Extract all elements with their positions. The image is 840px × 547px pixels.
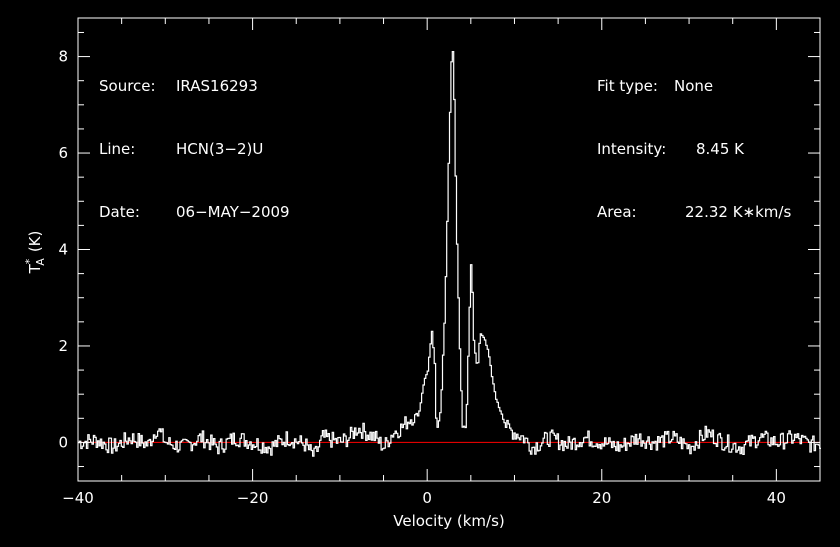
header-fit-value: None: [674, 77, 714, 95]
header-right-block: Fit type: None Intensity: 8.45 K Area: 22.3…: [597, 34, 791, 244]
spectrum-series-line: [78, 51, 821, 457]
header-fit-row: Fit type: None: [597, 76, 791, 97]
header-intensity-value: 8.45 K: [696, 140, 745, 158]
y-axis-title: T*A (K): [23, 231, 47, 275]
header-line-label: Line:: [99, 140, 136, 158]
plot-area: [78, 51, 821, 457]
header-source-value: IRAS16293: [176, 77, 258, 95]
svg-text:T*A(K): T*A (K): [23, 231, 47, 275]
x-tick-label: 40: [767, 489, 786, 507]
header-line-row: Line: HCN(3−2)U: [99, 139, 290, 160]
header-line-value: HCN(3−2)U: [176, 140, 264, 158]
header-date-value: 06−MAY−2009: [176, 203, 290, 221]
x-axis-title: Velocity (km/s): [393, 512, 504, 530]
header-intensity-row: Intensity: 8.45 K: [597, 139, 791, 160]
y-tick-label: 4: [58, 241, 68, 259]
axis-ticks: −40 −20 0 20 40 0 2 4 6 8: [58, 18, 820, 507]
header-area-row: Area: 22.32 K∗km/s: [597, 202, 791, 223]
y-tick-label: 6: [58, 144, 68, 162]
y-axis-title-sup: *: [23, 258, 36, 264]
y-axis-title-main: T: [26, 263, 44, 274]
y-axis-title-unit: (K): [26, 231, 44, 253]
header-source-row: Source: IRAS16293: [99, 76, 290, 97]
y-tick-label: 2: [58, 337, 68, 355]
x-tick-label: 0: [422, 489, 432, 507]
header-intensity-label: Intensity:: [597, 140, 667, 158]
header-area-label: Area:: [597, 203, 637, 221]
header-date-row: Date: 06−MAY−2009: [99, 202, 290, 223]
header-fit-label: Fit type:: [597, 77, 658, 95]
header-area-value: 22.32 K∗km/s: [685, 203, 792, 221]
header-date-label: Date:: [99, 203, 140, 221]
header-source-label: Source:: [99, 77, 156, 95]
y-axis-title-sub: A: [34, 258, 47, 266]
y-tick-label: 0: [58, 433, 68, 451]
x-tick-label: 20: [592, 489, 611, 507]
y-tick-label: 8: [58, 48, 68, 66]
x-tick-label: −40: [62, 489, 94, 507]
header-left-block: Source: IRAS16293 Line: HCN(3−2)U Date: 06−…: [99, 34, 290, 244]
x-tick-label: −20: [237, 489, 269, 507]
